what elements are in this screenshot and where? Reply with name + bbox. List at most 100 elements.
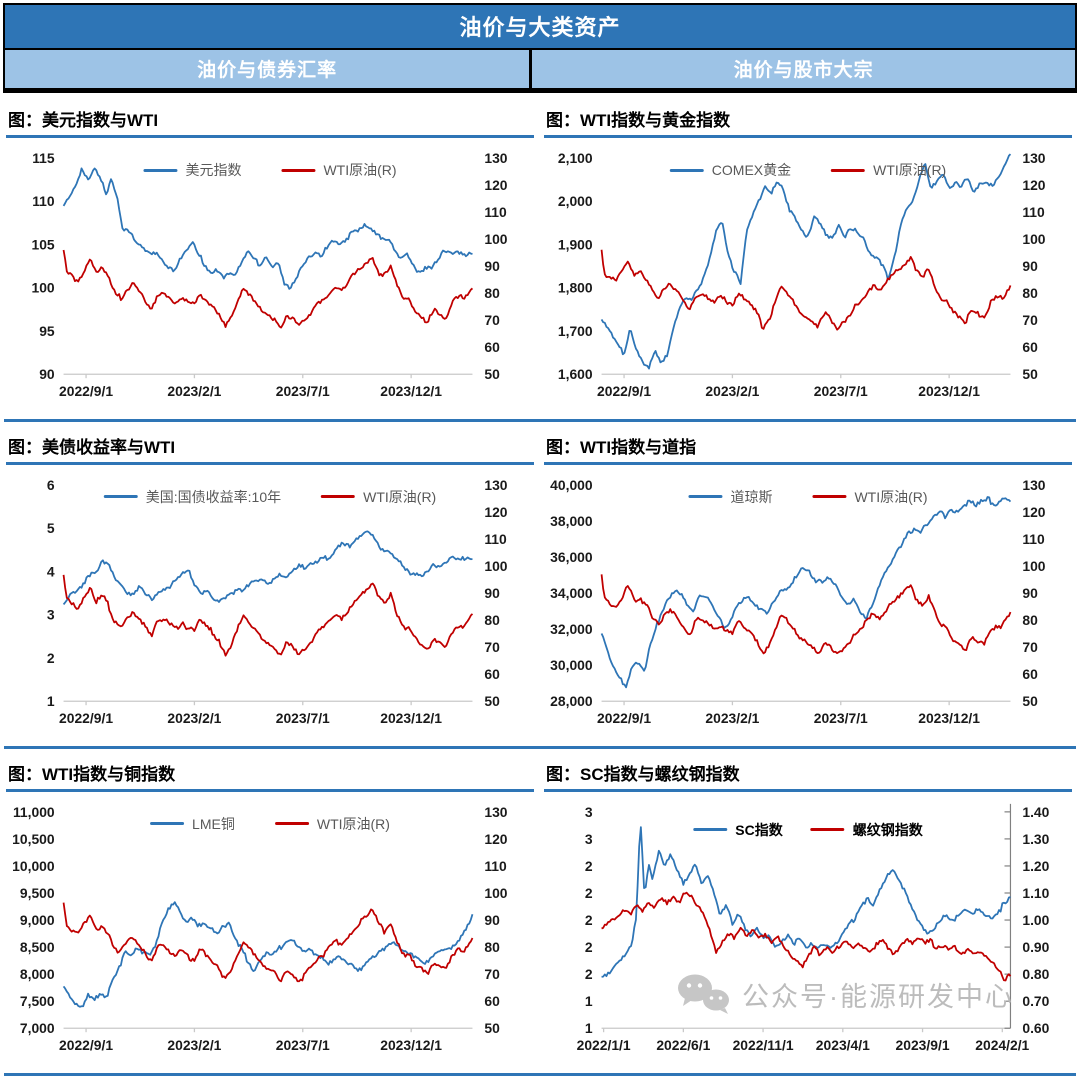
x-axis-tick-label: 2023/7/1 — [276, 383, 330, 399]
chart-row-1: 图：美元指数与WTI 115 110 105 100 95 90 130 120 110 100 9… — [2, 97, 1078, 414]
x-axis-tick-label: 2023/2/1 — [705, 710, 759, 726]
x-axis-tick-label: 2023/4/1 — [816, 1037, 870, 1053]
x-axis-tick-label: 2023/12/1 — [918, 383, 980, 399]
right-axis-tick-label: 120 — [1022, 504, 1045, 520]
left-axis-tick-label: 10,000 — [12, 858, 55, 874]
left-axis-tick-label: 4 — [47, 563, 55, 579]
series-line-secondary — [601, 891, 1012, 982]
x-axis-tick-label: 2023/12/1 — [918, 710, 980, 726]
right-axis-tick-label: 80 — [1022, 612, 1038, 628]
legend-line-swatch — [103, 495, 138, 499]
right-axis-tick-label: 110 — [1022, 531, 1045, 547]
chart-row-2: 图：美债收益率与WTI 6 5 4 3 2 1 130 120 110 100 90 80 70 60 50… — [2, 424, 1078, 741]
right-axis-tick-label: 130 — [1022, 150, 1045, 166]
x-axis-tick-label: 2022/11/1 — [733, 1037, 794, 1053]
left-axis-tick-label: 7,000 — [20, 1020, 55, 1036]
right-axis-tick-label: 1.00 — [1022, 912, 1049, 928]
chart-cell-gold-vs-wti: 图：WTI指数与黄金指数 2,100 2,000 1,900 1,800 1,700 1,… — [540, 103, 1078, 414]
legend-item: WTI原油(R) — [274, 814, 390, 834]
series-line-secondary — [600, 574, 1012, 655]
chart-cell-usd-index-vs-wti: 图：美元指数与WTI 115 110 105 100 95 90 130 120 110 100 9… — [2, 103, 540, 414]
chart-title: 图：WTI指数与铜指数 — [6, 757, 534, 792]
x-axis-tick-label: 2023/2/1 — [705, 383, 759, 399]
right-axis-tick-label: 1.30 — [1022, 831, 1049, 847]
left-axis-tick-label: 1 — [585, 993, 593, 1009]
left-axis-tick-label: 34,000 — [550, 585, 593, 601]
right-axis-tick-label: 100 — [484, 231, 507, 247]
legend-item: 美国:国债收益率:10年 — [103, 487, 281, 507]
left-axis-tick-label: 2 — [585, 912, 593, 928]
right-axis-tick-label: 110 — [484, 858, 507, 874]
left-axis-tick-label: 2,000 — [558, 193, 593, 209]
right-axis-tick-label: 70 — [484, 312, 500, 328]
row-divider — [4, 418, 1076, 422]
legend-label: 道琼斯 — [730, 488, 773, 505]
left-axis-tick-label: 2 — [585, 858, 593, 874]
row-divider — [4, 1072, 1076, 1076]
series-line-primary — [600, 496, 1012, 689]
header-bottom-border — [3, 90, 1077, 93]
legend-line-swatch — [321, 495, 356, 499]
right-axis-tick-label: 100 — [1022, 231, 1045, 247]
legend-item: WTI原油(R) — [812, 487, 928, 507]
row-divider — [4, 745, 1076, 749]
right-axis-tick-label: 100 — [484, 558, 507, 574]
left-axis-tick-label: 3 — [585, 831, 593, 847]
chart-row-3: 图：WTI指数与铜指数 11,000 10,500 10,000 9,500 9,000… — [2, 751, 1078, 1068]
left-axis-tick-label: 1,800 — [558, 280, 593, 296]
left-axis-tick-label: 8,000 — [20, 966, 55, 982]
right-axis-tick-label: 90 — [484, 585, 500, 601]
right-axis-tick-label: 120 — [1022, 177, 1045, 193]
right-axis-tick-label: 100 — [484, 885, 507, 901]
legend-item: LME铜 — [150, 814, 235, 834]
chart-cell-ust-yield-vs-wti: 图：美债收益率与WTI 6 5 4 3 2 1 130 120 110 100 90 80 70 60 50… — [2, 430, 540, 741]
legend-line-swatch — [150, 822, 185, 826]
legend-label: 螺纹钢指数 — [852, 821, 923, 838]
left-axis-tick-label: 38,000 — [550, 513, 593, 529]
chart-legend: 美元指数 WTI原油(R) — [143, 160, 397, 180]
section-header-bonds-fx: 油价与债券汇率 — [5, 50, 530, 88]
left-axis-tick-label: 2 — [47, 650, 55, 666]
left-axis-tick-label: 11,000 — [13, 804, 55, 820]
left-axis-tick-label: 3 — [47, 607, 55, 623]
chart-legend: 美国:国债收益率:10年 WTI原油(R) — [103, 487, 436, 507]
x-axis-tick-label: 2023/2/1 — [167, 710, 221, 726]
right-axis-tick-label: 1.10 — [1022, 885, 1049, 901]
left-axis-tick-label: 1,700 — [558, 323, 593, 339]
right-axis-tick-label: 130 — [484, 804, 507, 820]
right-axis-tick-label: 60 — [1022, 666, 1038, 682]
chart-plot: 6 5 4 3 2 1 130 120 110 100 90 80 70 60 50 2022/9/1 2023… — [6, 467, 534, 741]
x-axis-tick-label: 2022/9/1 — [59, 710, 113, 726]
left-axis-tick-label: 1,600 — [558, 366, 593, 382]
right-axis-tick-label: 80 — [484, 612, 500, 628]
right-axis-tick-label: 110 — [484, 531, 507, 547]
legend-line-swatch — [831, 168, 866, 172]
legend-line-swatch — [693, 828, 728, 832]
right-axis-tick-label: 60 — [1022, 339, 1038, 355]
legend-item: 螺纹钢指数 — [810, 820, 923, 840]
legend-item: 美元指数 — [143, 160, 241, 180]
right-axis-tick-label: 90 — [1022, 585, 1038, 601]
x-axis-tick-label: 2023/7/1 — [814, 710, 868, 726]
x-axis-tick-label: 2023/9/1 — [896, 1037, 950, 1053]
legend-line-swatch — [669, 168, 704, 172]
right-axis-tick-label: 50 — [484, 693, 500, 709]
right-axis-tick-label: 50 — [484, 366, 500, 382]
series-line-secondary — [62, 902, 474, 983]
chart-title: 图：WTI指数与道指 — [544, 430, 1072, 465]
x-axis-tick-label: 2022/1/1 — [577, 1037, 631, 1053]
x-axis-tick-label: 2023/12/1 — [380, 710, 442, 726]
right-axis-tick-label: 90 — [484, 912, 500, 928]
line-chart-canvas: 40,000 38,000 36,000 34,000 32,000 30,000 28,0… — [550, 477, 1046, 726]
left-axis-tick-label: 5 — [47, 520, 55, 536]
left-axis-tick-label: 2,100 — [558, 150, 593, 166]
left-axis-tick-label: 100 — [31, 280, 54, 296]
legend-line-swatch — [812, 495, 847, 499]
legend-item: WTI原油(R) — [831, 160, 946, 180]
legend-line-swatch — [688, 495, 723, 499]
right-axis-tick-label: 70 — [1022, 639, 1038, 655]
right-axis-tick-label: 0.80 — [1022, 966, 1049, 982]
left-axis-tick-label: 110 — [32, 193, 55, 209]
x-axis-tick-label: 2022/9/1 — [59, 383, 113, 399]
right-axis-tick-label: 80 — [484, 939, 500, 955]
